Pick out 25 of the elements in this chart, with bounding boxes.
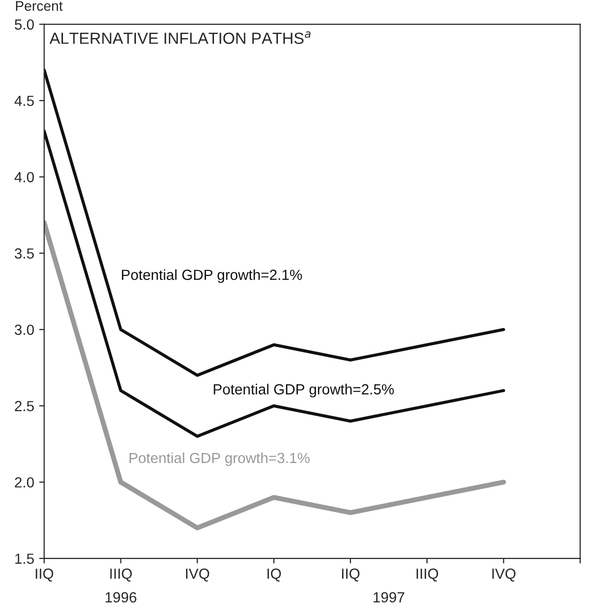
y-tick-label: 4.5 xyxy=(14,96,34,106)
line-series xyxy=(44,68,506,377)
y-tick-label: 2.0 xyxy=(14,477,34,488)
y-tick-label: 1.5 xyxy=(15,554,34,564)
text: 1997 xyxy=(374,592,404,602)
x-tick-label: IIQ xyxy=(36,568,54,582)
x-tick-label: IIIQ xyxy=(110,568,132,582)
line-series xyxy=(44,220,506,530)
x-tick-label: IQ xyxy=(268,568,281,582)
x-tick-label: IIQ xyxy=(342,568,360,582)
y-tick-label: 3.0 xyxy=(14,324,34,335)
y-axis-title: Percent xyxy=(16,1,63,11)
series-label: Potential GDP growth=3.1% xyxy=(130,452,310,466)
y-tick-label: 5.0 xyxy=(14,19,34,30)
y-tick-label: 3.5 xyxy=(14,248,34,259)
chart-title: ALTERNATIVE INFLATION PATHS$^{a}$ xyxy=(50,31,311,44)
x-tick-label: IVQ xyxy=(492,568,516,582)
x-tick-label: IVQ xyxy=(186,568,210,582)
series-label: Potential GDP growth=2.5% xyxy=(214,384,394,398)
y-tick-label: 4.0 xyxy=(14,172,34,182)
series-label: Potential GDP growth=2.1% xyxy=(122,269,302,283)
line-series xyxy=(44,130,506,438)
x-tick-label: IIIQ xyxy=(416,568,438,582)
y-tick-label: 2.5 xyxy=(14,400,34,412)
text: 1996 xyxy=(106,592,136,602)
